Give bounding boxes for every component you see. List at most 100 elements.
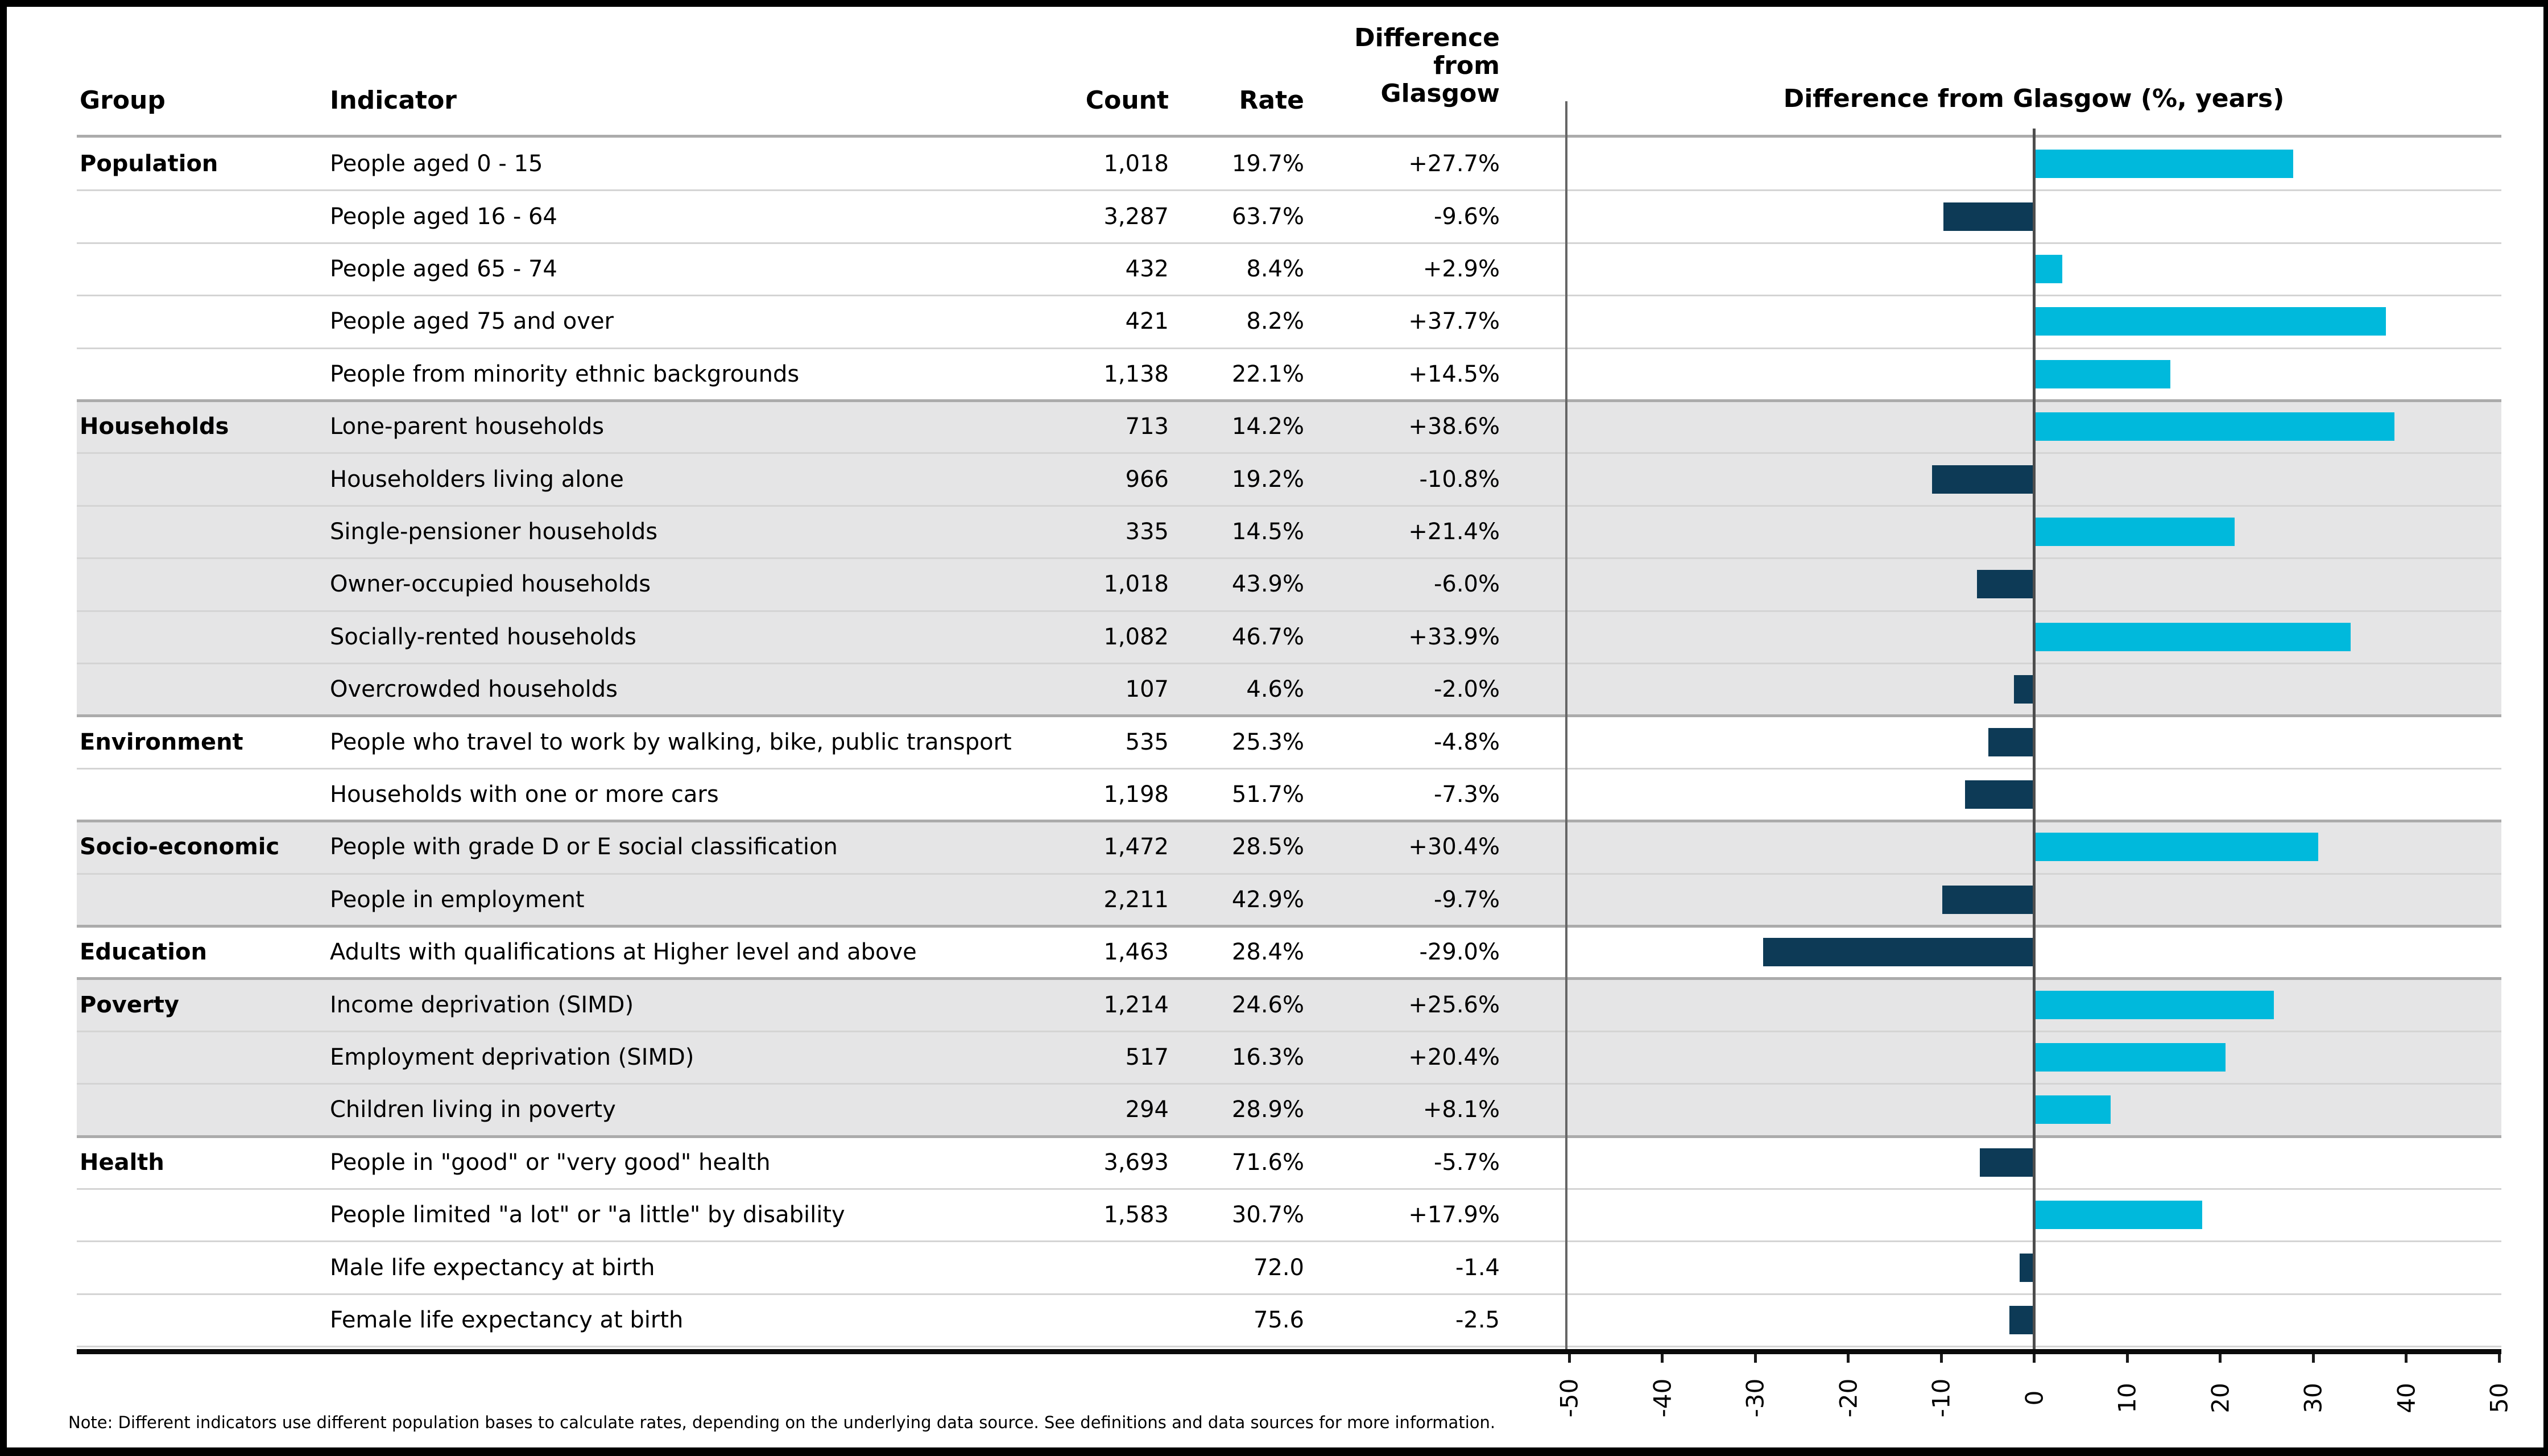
x-axis-tick-label: 10 <box>2113 1383 2141 1413</box>
rate-value: 46.7% <box>1231 623 1304 650</box>
frame-top <box>0 0 2548 7</box>
difference-value: +21.4% <box>1408 518 1500 545</box>
x-axis-tick <box>2311 1354 2315 1363</box>
count-value: 335 <box>1125 518 1169 545</box>
diff-bar-negative <box>2020 1253 2033 1282</box>
row-separator <box>77 347 2501 349</box>
group-label: Poverty <box>80 991 179 1018</box>
rate-value: 75.6 <box>1253 1306 1304 1333</box>
indicator-label: Female life expectancy at birth <box>330 1306 684 1333</box>
indicator-label: Male life expectancy at birth <box>330 1254 655 1281</box>
diff-bar-positive <box>2036 412 2395 441</box>
diff-bar-positive <box>2036 1201 2202 1230</box>
group-separator <box>77 714 2501 718</box>
rate-value: 30.7% <box>1231 1202 1304 1228</box>
indicator-label: Households with one or more cars <box>330 781 719 808</box>
count-value: 1,082 <box>1103 623 1169 650</box>
indicator-label: People aged 75 and over <box>330 308 614 335</box>
column-header-count: Count <box>1085 86 1169 115</box>
difference-value: -29.0% <box>1419 939 1500 966</box>
rate-value: 42.9% <box>1231 886 1304 913</box>
count-value: 3,693 <box>1103 1149 1169 1176</box>
indicator-label: Employment deprivation (SIMD) <box>330 1044 694 1070</box>
column-header-indicator: Indicator <box>330 86 457 115</box>
x-axis-tick-label: -40 <box>1648 1378 1676 1418</box>
x-axis-tick-label: -50 <box>1555 1378 1583 1418</box>
indicator-label: People from minority ethnic backgrounds <box>330 361 800 387</box>
x-axis-tick <box>1847 1354 1850 1363</box>
difference-value: -9.6% <box>1433 203 1500 230</box>
indicator-label: People aged 0 - 15 <box>330 151 543 177</box>
count-value: 1,583 <box>1103 1202 1169 1228</box>
difference-value: -1.4 <box>1455 1254 1500 1281</box>
count-value: 3,287 <box>1103 203 1169 230</box>
indicator-label: People in employment <box>330 886 585 913</box>
count-value: 1,198 <box>1103 781 1169 808</box>
x-axis-tick-label: -20 <box>1834 1378 1862 1418</box>
x-axis-tick <box>1661 1354 1664 1363</box>
indicator-label: People aged 65 - 74 <box>330 255 557 282</box>
x-axis-tick <box>2219 1354 2222 1363</box>
difference-value: +20.4% <box>1408 1044 1500 1070</box>
rate-value: 14.5% <box>1231 518 1304 545</box>
table-bottom-separator <box>77 1346 2501 1348</box>
group-label: Population <box>80 151 218 177</box>
count-value: 1,214 <box>1103 991 1169 1018</box>
indicator-label: Overcrowded households <box>330 676 618 703</box>
header-underline <box>77 135 2501 138</box>
indicator-label: Single-pensioner households <box>330 518 658 545</box>
difference-value: +2.9% <box>1422 255 1500 282</box>
row-separator <box>77 557 2501 560</box>
x-axis-tick <box>1939 1354 1943 1363</box>
frame-left <box>0 0 7 1456</box>
group-separator <box>77 977 2501 981</box>
group-label: Households <box>80 413 229 440</box>
group-label: Socio-economic <box>80 834 280 861</box>
row-separator <box>77 610 2501 612</box>
count-value: 535 <box>1125 729 1169 755</box>
diff-bar-negative <box>1976 570 2033 599</box>
difference-value: +8.1% <box>1422 1097 1500 1123</box>
difference-value: -6.0% <box>1433 571 1500 598</box>
group-label: Education <box>80 939 207 966</box>
x-axis-tick <box>2125 1354 2129 1363</box>
row-separator <box>77 767 2501 770</box>
diff-bar-positive <box>2036 518 2235 546</box>
x-axis-tick-label: 50 <box>2485 1383 2513 1413</box>
group-separator <box>77 399 2501 402</box>
x-axis-tick <box>2033 1354 2036 1363</box>
count-value: 2,211 <box>1103 886 1169 913</box>
indicator-label: People with grade D or E social classifi… <box>330 834 838 861</box>
indicator-label: Socially-rented households <box>330 623 636 650</box>
diff-bar-positive <box>2036 150 2293 179</box>
rate-value: 8.2% <box>1246 308 1304 335</box>
diff-bar-positive <box>2036 359 2171 388</box>
count-value: 1,472 <box>1103 834 1169 861</box>
indicator-label: Children living in poverty <box>330 1097 616 1123</box>
group-separator <box>77 820 2501 823</box>
x-axis-tick-label: 20 <box>2206 1383 2234 1413</box>
diff-bar-positive <box>2036 307 2386 336</box>
group-separator <box>77 1135 2501 1138</box>
count-value: 1,138 <box>1103 361 1169 387</box>
x-axis-tick <box>2497 1354 2501 1363</box>
difference-value: +14.5% <box>1408 361 1500 387</box>
footnote: Note: Different indicators use different… <box>68 1413 1496 1432</box>
x-axis-line <box>77 1349 2501 1354</box>
indicator-label: Adults with qualifications at Higher lev… <box>330 939 917 966</box>
count-value: 294 <box>1125 1097 1169 1123</box>
difference-value: -10.8% <box>1419 466 1500 493</box>
row-separator <box>77 295 2501 297</box>
diff-bar-negative <box>1964 780 2033 809</box>
x-axis-tick-label: 0 <box>2020 1390 2048 1406</box>
count-value: 713 <box>1125 413 1169 440</box>
diff-bar-negative <box>1932 465 2033 494</box>
difference-value: +38.6% <box>1408 413 1500 440</box>
rate-value: 51.7% <box>1231 781 1304 808</box>
x-axis-tick-label: -10 <box>1927 1378 1955 1418</box>
frame-right <box>2543 0 2548 1456</box>
rate-value: 22.1% <box>1231 361 1304 387</box>
x-axis-tick <box>2405 1354 2408 1363</box>
zero-line <box>2033 129 2036 1349</box>
count-value: 1,463 <box>1103 939 1169 966</box>
